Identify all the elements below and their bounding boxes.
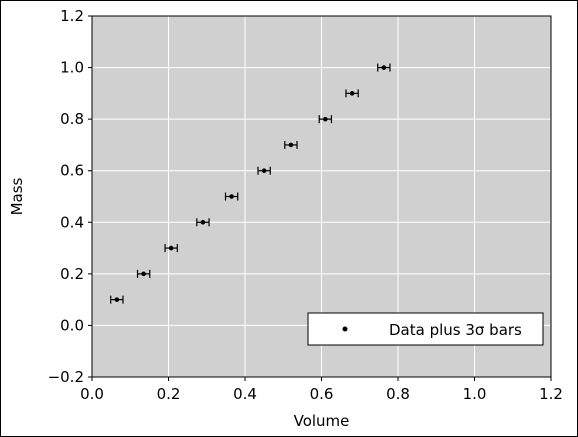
y-tick-label: 1.0	[60, 59, 84, 77]
data-point	[196, 218, 210, 227]
x-tick-label: 1.2	[539, 385, 563, 403]
data-point	[136, 269, 151, 278]
x-tick-label: 0.6	[310, 385, 334, 403]
data-points	[110, 63, 391, 304]
x-tick-label: 0.2	[157, 385, 181, 403]
data-marker	[288, 142, 294, 148]
y-tick-label: 0.2	[60, 265, 84, 283]
y-axis-label: Mass	[8, 177, 26, 215]
data-marker	[261, 168, 267, 174]
data-marker	[114, 297, 120, 302]
data-marker	[141, 271, 146, 277]
data-point	[284, 140, 298, 149]
legend-marker	[342, 326, 348, 332]
y-tick-label: 0.8	[60, 110, 84, 128]
y-axis-ticks: −0.2 0.0 0.2 0.4 0.6 0.8 1.0 1.2	[48, 7, 92, 386]
data-point	[345, 89, 359, 98]
data-point	[257, 166, 271, 175]
y-tick-label: 0.6	[60, 162, 84, 180]
data-point	[377, 63, 391, 72]
data-marker	[200, 219, 206, 225]
x-tick-label: 1.0	[463, 385, 487, 403]
data-marker	[349, 91, 355, 96]
y-tick-label: 0.4	[60, 213, 84, 231]
legend: Data plus 3σ bars	[307, 312, 544, 346]
data-marker	[229, 194, 234, 199]
x-tick-label: 0.8	[386, 385, 410, 403]
data-point	[164, 244, 178, 253]
x-axis-label: Volume	[294, 412, 350, 430]
legend-entry: Data plus 3σ bars	[389, 321, 522, 339]
data-marker	[381, 65, 387, 70]
y-tick-label: 1.2	[60, 7, 84, 25]
x-axis-ticks: 0.0 0.2 0.4 0.6 0.8 1.0 1.2	[80, 377, 563, 403]
y-tick-label: 0.0	[60, 316, 84, 334]
x-tick-label: 0.0	[80, 385, 104, 403]
data-marker	[168, 245, 174, 251]
data-point	[318, 115, 333, 124]
x-tick-label: 0.4	[233, 385, 257, 403]
data-marker	[323, 116, 328, 122]
data-point	[110, 295, 124, 304]
y-tick-label: −0.2	[48, 368, 84, 386]
data-point	[224, 192, 239, 201]
